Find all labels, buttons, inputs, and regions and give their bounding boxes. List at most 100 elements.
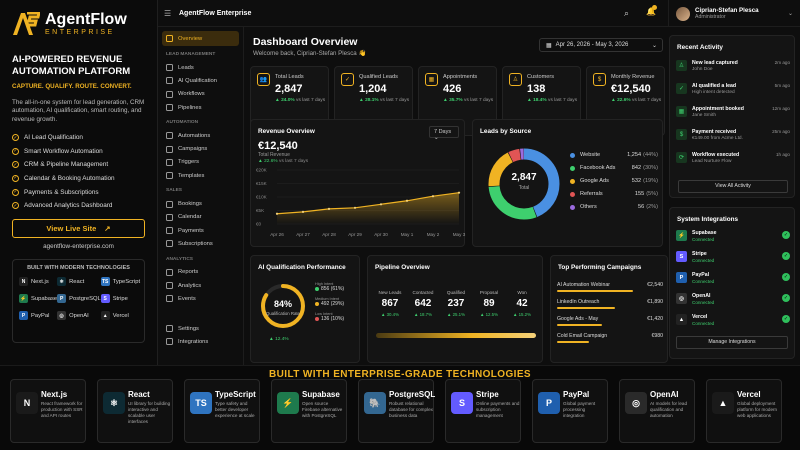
pipeline-stage-contacted: Contacted 642 ▲ 18.7%: [407, 290, 439, 317]
tech-chip-label: React: [69, 278, 85, 285]
tech-chip-next-js: N Next.js: [19, 276, 57, 287]
sidebar-item-label: Automations: [178, 132, 211, 139]
kpi-delta-vs: vs last 7 days: [296, 98, 326, 103]
sidebar-item-analytics[interactable]: Analytics: [162, 279, 239, 292]
kpi-delta-vs: vs last 7 days: [632, 98, 662, 103]
intent-row-medium-intent: Medium Intent 492 (29%): [315, 297, 357, 307]
revenue-point: [379, 203, 383, 206]
intent-value-row: 136 (10%): [315, 316, 357, 322]
integrations-title: System Integrations: [677, 216, 739, 223]
sidebar-item-label: Calendar: [178, 214, 202, 221]
sidebar-item-overview[interactable]: Overview: [162, 31, 239, 46]
check-circle-icon: ✓: [782, 252, 790, 260]
tech-card-next-js: N Next.js React framework for production w…: [10, 379, 86, 443]
sidebar-item-automations[interactable]: Automations: [162, 129, 239, 142]
sidebar-item-events[interactable]: Events: [162, 292, 239, 305]
campaign-row[interactable]: Google Ads - May €1,420: [557, 316, 663, 326]
tech-card-name: React: [128, 390, 150, 399]
legend-value: 842: [631, 165, 642, 171]
view-live-site-button[interactable]: View Live Site ↗: [12, 219, 145, 239]
sidebar-item-calendar[interactable]: Calendar: [162, 211, 239, 224]
kpi-label: Total Leads: [275, 74, 304, 80]
tech-card-name: PostgreSQL: [389, 390, 436, 399]
y-tick-label: €10K: [256, 195, 268, 200]
legend-item-referrals: Referrals 155 (5%): [570, 189, 658, 199]
search-icon[interactable]: ⌕: [624, 8, 630, 18]
vercel-icon: ▲: [676, 314, 687, 325]
date-range-picker[interactable]: ▦ Apr 26, 2026 - May 3, 2026 ⌄: [539, 38, 663, 52]
tech-card-vercel: ▲ Vercel Global deployment platform for mo…: [706, 379, 782, 443]
sidebar-item-payments[interactable]: Payments: [162, 224, 239, 237]
stripe-icon: S: [676, 251, 687, 262]
campaign-row[interactable]: Cold Email Campaign €980: [557, 333, 663, 343]
sidebar-item-triggers[interactable]: Triggers: [162, 156, 239, 169]
revenue-point: [327, 207, 331, 210]
legend-item-google-ads: Google Ads 532 (19%): [570, 176, 658, 186]
sidebar-item-reports[interactable]: Reports: [162, 266, 239, 279]
revenue-delta-value: 22.6%: [264, 159, 278, 164]
revenue-point: [275, 212, 279, 215]
kpi-delta: ▲ 24.0% vs last 7 days: [275, 98, 326, 103]
user-menu[interactable]: Ciprian-Stefan Plesca Administrator ⌄: [668, 0, 800, 27]
kpi-delta: ▲ 28.1% vs last 7 days: [359, 98, 410, 103]
stripe-icon: S: [451, 392, 473, 414]
templates-icon: [166, 172, 173, 180]
sidebar-item-integrations[interactable]: Integrations: [162, 335, 240, 348]
sidebar-item-label: Integrations: [178, 338, 209, 345]
donut-slice-website: [488, 148, 560, 220]
sidebar-item-bookings[interactable]: Bookings: [162, 197, 239, 210]
sidebar-item-templates[interactable]: Templates: [162, 169, 239, 182]
pipeline-stage-proposal: Proposal 89 ▲ 12.5%: [473, 290, 505, 317]
campaign-row[interactable]: LinkedIn Outreach €1,890: [557, 299, 663, 309]
kpi-value: 2,847: [275, 83, 303, 95]
manage-integrations-button[interactable]: Manage Integrations: [676, 336, 788, 349]
agentflow-logo-icon: [13, 12, 40, 35]
activity-title: Recent Activity: [677, 44, 723, 51]
bell-icon[interactable]: 🔔: [646, 7, 656, 16]
campaign-row[interactable]: AI Automation Webinar €2,540: [557, 282, 663, 292]
activity-title: AI qualified a lead: [692, 83, 737, 89]
tech-stack-box: BUILT WITH MODERN TECHNOLOGIES N Next.js ⚛…: [12, 259, 145, 344]
legend-name: Website: [580, 152, 601, 158]
pipeline-stage-qualified: Qualified 237 ▲ 25.1%: [440, 290, 472, 317]
menu-icon[interactable]: ☰: [164, 8, 172, 18]
kpi-value: €12,540: [611, 83, 651, 95]
sidebar-section-title: LEAD MANAGEMENT: [166, 52, 216, 57]
sidebar-item-campaigns[interactable]: Campaigns: [162, 142, 239, 155]
sidebar-item-label: Triggers: [178, 159, 200, 166]
check-circle-icon: ✓: [12, 147, 19, 155]
donut-slice-google-ads: [488, 148, 560, 220]
pipeline-overview-card: Pipeline Overview New Leads 867 ▲ 30.4% Con…: [367, 255, 543, 363]
integration-status: Connected: [692, 237, 715, 242]
sources-donut-chart: [488, 148, 560, 220]
react-icon: ⚛: [103, 392, 125, 414]
sidebar-item-label: Leads: [178, 64, 194, 71]
sidebar-item-ai-qualification[interactable]: AI Qualification: [162, 74, 239, 87]
sidebar-item-settings[interactable]: Settings: [162, 322, 240, 335]
integration-name: Vercel: [692, 314, 708, 320]
x-tick-label: May 1: [401, 232, 414, 237]
sidebar-item-label: Pipelines: [178, 104, 202, 111]
feature-item: ✓ AI Lead Qualification: [12, 131, 145, 145]
intent-row-high-intent: High Intent 856 (61%): [315, 282, 357, 292]
period-select[interactable]: 7 Days ⌄: [429, 126, 459, 141]
view-all-activity-button[interactable]: View All Activity: [678, 180, 788, 193]
sidebar-item-subscriptions[interactable]: Subscriptions: [162, 237, 239, 250]
aiq-title: AI Qualification Performance: [258, 264, 346, 271]
sidebar-item-pipelines[interactable]: Pipelines: [162, 101, 239, 114]
sidebar-item-workflows[interactable]: Workflows: [162, 88, 239, 101]
check-circle-icon: ✓: [12, 134, 19, 142]
campaign-value: €2,540: [647, 282, 663, 288]
recent-activity-card: Recent Activity ♙ New lead captured John D…: [669, 35, 795, 198]
activity-time: 25m ago: [772, 129, 790, 134]
qualification-delta: ▲ 12.4%: [269, 337, 289, 342]
sidebar-item-leads[interactable]: Leads: [162, 61, 239, 74]
feature-label: Smart Workflow Automation: [24, 147, 103, 155]
qualification-rate-label: Qualification Rate: [266, 311, 300, 316]
legend-value: 155: [634, 191, 645, 197]
tech-card-paypal: P PayPal Global payment processing integra…: [532, 379, 608, 443]
postgresql-icon: 🐘: [364, 392, 386, 414]
site-url[interactable]: agentflow-enterprise.com: [43, 243, 114, 251]
tech-card-stripe: S Stripe Online payments and subscription …: [445, 379, 521, 443]
leads-by-source-card: Leads by Source 2,847 Total Website 1,254…: [472, 119, 663, 247]
